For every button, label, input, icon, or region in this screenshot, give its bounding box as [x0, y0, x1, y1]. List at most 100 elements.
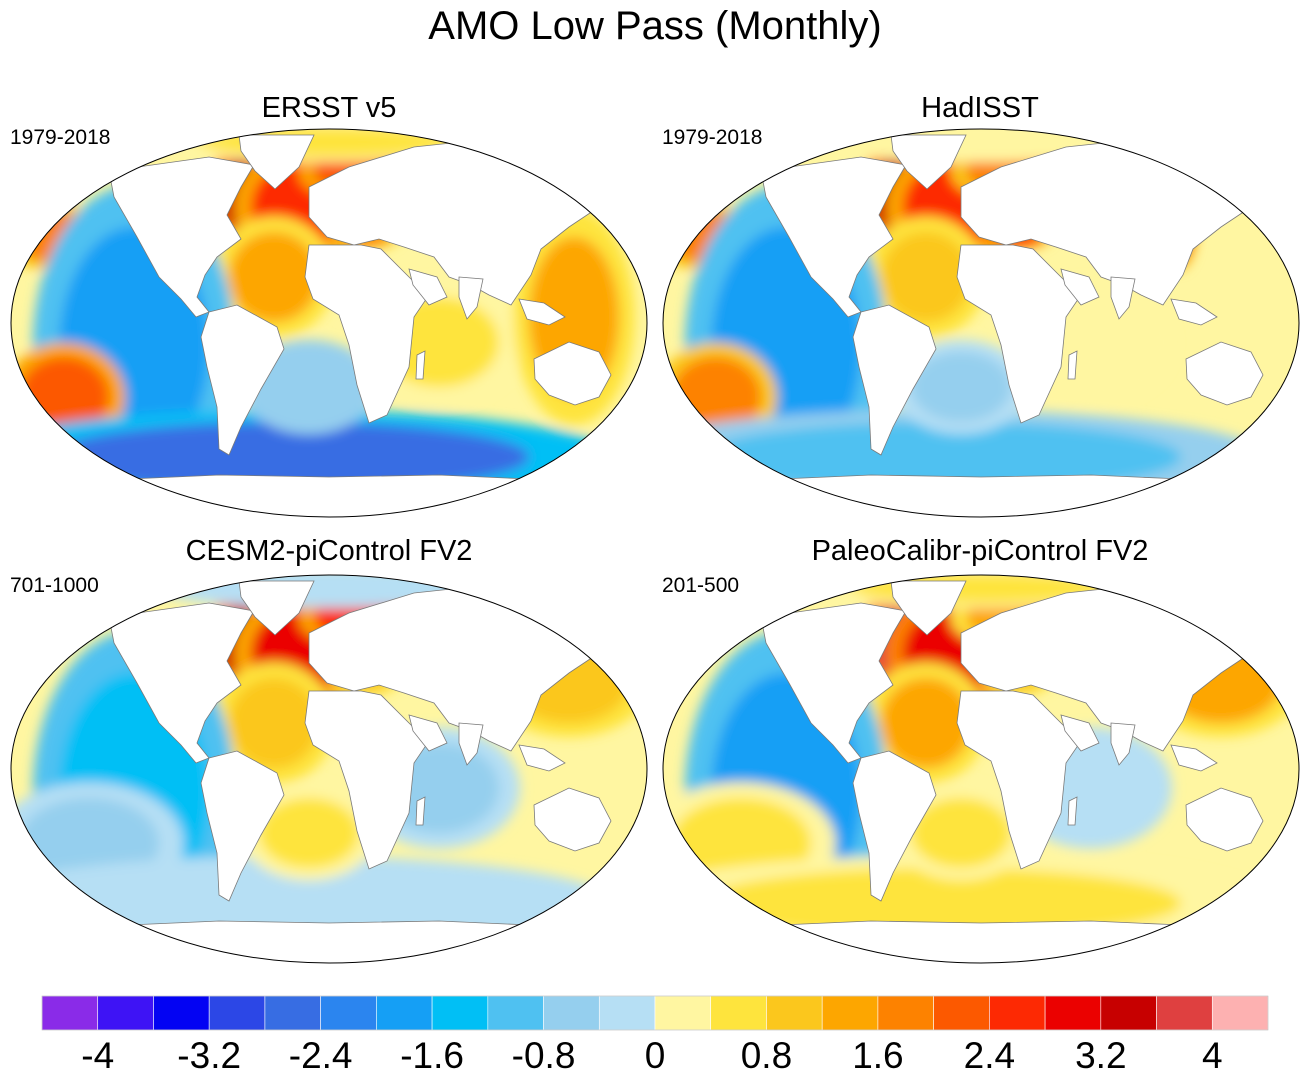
colorbar: -4 -3.2 -2.4 -1.6 -0.8 0 0.8 1.6 2.4 3.2 4 [41, 995, 1269, 1076]
land-mass-1 [238, 134, 315, 190]
land-mass-2 [852, 304, 937, 456]
colorbar-swatch [1044, 995, 1102, 1031]
land-mass-2 [200, 304, 285, 456]
land-mass-0 [108, 602, 255, 764]
colorbar-tick-label: -0.8 [512, 1035, 576, 1076]
colorbar-tick-label: -4 [81, 1035, 114, 1076]
land-mass-0 [760, 602, 907, 764]
land-mass-8 [1170, 744, 1218, 772]
colorbar-swatch [376, 995, 433, 1031]
panel-title-ersst: ERSST v5 [261, 92, 397, 124]
map-panel-cesm2 [10, 574, 648, 964]
map-field [11, 129, 647, 517]
land-mass-2 [852, 750, 937, 902]
land-mass-4 [956, 244, 1082, 424]
map-border [10, 574, 648, 964]
period-label-cesm2: 701-1000 [10, 574, 99, 597]
period-label-hadisst: 1979-2018 [662, 126, 763, 149]
map-field [663, 575, 1299, 963]
colorbar-swatch [487, 995, 544, 1031]
colorbar-swatch [320, 995, 377, 1031]
land-mass-5 [1060, 714, 1100, 752]
land-mass-7 [1110, 276, 1136, 320]
colorbar-swatch [989, 995, 1046, 1031]
land-mass-10 [699, 474, 1263, 517]
colorbar-swatch [1100, 995, 1157, 1031]
anomaly-region-southern-ocean [49, 422, 529, 492]
land-mass-8 [518, 744, 566, 772]
land-mass-9 [533, 787, 612, 852]
anomaly-region-tropical-north-atlantic [881, 232, 971, 322]
colorbar-tick-label: 4 [1202, 1035, 1223, 1076]
anomaly-region-south-atlantic [911, 352, 1011, 422]
land-mass-6 [1067, 350, 1078, 380]
colorbar-tick-label: 0 [645, 1035, 666, 1076]
anomaly-region-tropical-north-atlantic [229, 678, 319, 768]
figure-title: AMO Low Pass (Monthly) [428, 4, 882, 48]
land-mass-2 [200, 750, 285, 902]
land-mass-8 [518, 298, 566, 326]
colorbar-tick-label: 1.6 [852, 1035, 903, 1076]
land-mass-10 [47, 474, 611, 517]
land-mass-7 [458, 722, 484, 766]
colorbar-tick-label: -1.6 [400, 1035, 464, 1076]
colorbar-tick-label: -3.2 [177, 1035, 241, 1076]
colorbar-tick-label: -2.4 [289, 1035, 353, 1076]
land-mass-9 [1185, 787, 1264, 852]
anomaly-region-south-atlantic [259, 798, 359, 868]
land-mass-7 [458, 276, 484, 320]
land-mass-0 [108, 156, 255, 318]
colorbar-swatch [1211, 995, 1269, 1031]
anomaly-region-southern-ocean [49, 868, 529, 938]
map-field [663, 129, 1299, 517]
panel-title-paleocalibr: PaleoCalibr-piControl FV2 [811, 535, 1149, 567]
anomaly-region-southern-ocean [701, 422, 1181, 492]
land-mass-4 [304, 244, 430, 424]
map-border [10, 128, 648, 518]
land-mass-1 [238, 580, 315, 636]
colorbar-tick-label: 2.4 [964, 1035, 1015, 1076]
land-mass-10 [47, 920, 611, 963]
anomaly-region-tropical-north-atlantic [229, 232, 319, 322]
map-panel-ersst [10, 128, 648, 518]
colorbar-swatch [264, 995, 321, 1031]
colorbar-swatch [1156, 995, 1213, 1031]
map-panel-paleocalibr [662, 574, 1300, 964]
land-mass-9 [1185, 341, 1264, 406]
land-mass-8 [1170, 298, 1218, 326]
map-panel-hadisst [662, 128, 1300, 518]
land-mass-5 [408, 268, 448, 306]
colorbar-swatch [431, 995, 489, 1031]
colorbar-tick-label: 0.8 [741, 1035, 792, 1076]
map-border [662, 128, 1300, 518]
colorbar-swatch [710, 995, 767, 1031]
period-label-ersst: 1979-2018 [10, 126, 111, 149]
land-mass-4 [956, 690, 1082, 870]
land-mass-5 [1060, 268, 1100, 306]
panel-title-hadisst: HadISST [921, 92, 1039, 124]
land-mass-9 [533, 341, 612, 406]
land-mass-0 [760, 156, 907, 318]
colorbar-frame [41, 995, 1269, 1031]
land-mass-6 [1067, 796, 1078, 826]
land-mass-10 [699, 920, 1263, 963]
land-mass-1 [890, 134, 967, 190]
colorbar-swatch [97, 995, 154, 1031]
colorbar-swatch [877, 995, 934, 1031]
land-mass-5 [408, 714, 448, 752]
period-label-paleocalibr: 201-500 [662, 574, 740, 597]
land-mass-4 [304, 690, 430, 870]
land-mass-6 [415, 796, 426, 826]
colorbar-swatch [208, 995, 266, 1031]
colorbar-swatch [933, 995, 990, 1031]
anomaly-region-south-atlantic [259, 352, 359, 422]
anomaly-region-south-atlantic [911, 798, 1011, 868]
land-mass-1 [890, 580, 967, 636]
map-field [11, 575, 647, 963]
colorbar-swatch [41, 995, 99, 1031]
anomaly-region-tropical-north-atlantic [881, 678, 971, 768]
colorbar-swatch [543, 995, 600, 1031]
land-mass-6 [415, 350, 426, 380]
colorbar-swatch [821, 995, 879, 1031]
anomaly-region-southern-ocean [701, 868, 1181, 938]
